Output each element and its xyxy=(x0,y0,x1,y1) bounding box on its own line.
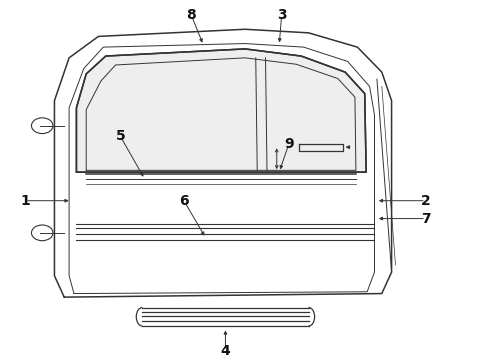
Text: 9: 9 xyxy=(284,136,294,150)
Text: 1: 1 xyxy=(20,194,30,208)
Text: 2: 2 xyxy=(421,194,431,208)
Text: 3: 3 xyxy=(277,8,287,22)
Text: 6: 6 xyxy=(179,194,189,208)
Polygon shape xyxy=(76,49,366,172)
Text: 8: 8 xyxy=(186,8,196,22)
Text: 4: 4 xyxy=(220,344,230,358)
Text: 5: 5 xyxy=(116,129,125,143)
Text: 7: 7 xyxy=(421,212,431,226)
